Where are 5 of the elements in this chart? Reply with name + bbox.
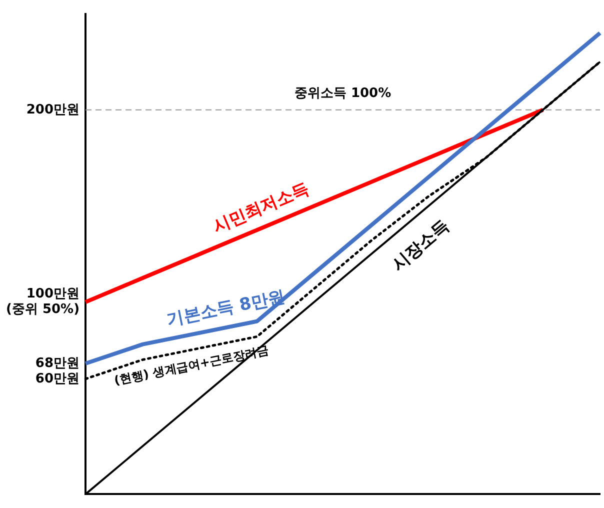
y-tick-label: 100만원 (중위 50%) <box>6 286 80 318</box>
y-tick-label: 60만원 <box>35 371 80 386</box>
y-tick-label: 68만원 <box>35 356 80 371</box>
ref-line-label: 중위소득 100% <box>294 86 392 101</box>
y-tick-label: 200만원 <box>26 102 80 118</box>
